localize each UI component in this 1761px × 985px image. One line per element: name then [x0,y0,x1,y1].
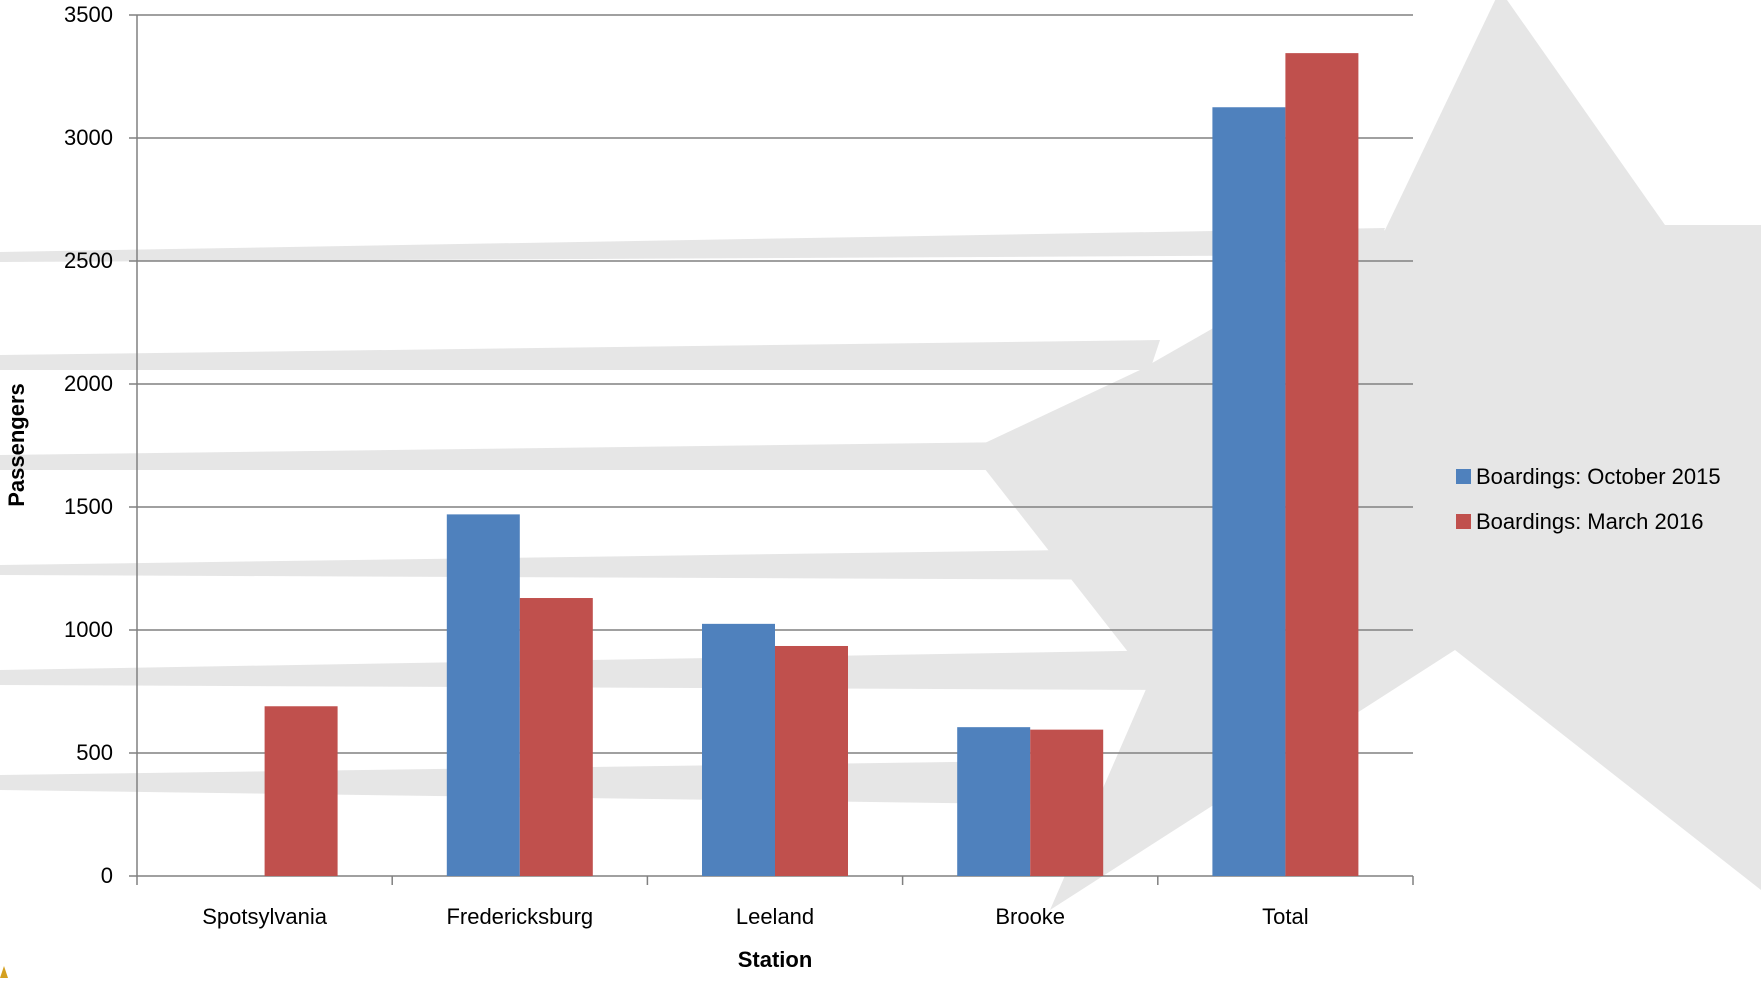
speed-streak [0,228,1385,262]
bar-march-2016-leeland [775,645,848,876]
x-tick-label: Leeland [736,904,814,929]
y-tick-label: 1000 [64,617,113,642]
speed-streak [0,548,1210,580]
y-tick-label: 2000 [64,371,113,396]
bar-march-2016-total [1285,53,1359,876]
y-tick-label: 0 [101,863,113,888]
bar-march-2016-spotsylvania [264,706,338,876]
legend-swatch [1456,514,1471,529]
y-tick-label: 500 [76,740,113,765]
y-tick-label: 3000 [64,125,113,150]
bar-october-2015-fredericksburg [446,514,520,876]
y-axis-title: Passengers [4,383,29,507]
x-tick-label: Spotsylvania [202,904,328,929]
bar-march-2016-fredericksburg [519,598,593,876]
y-tick-label: 2500 [64,248,113,273]
x-tick-label: Total [1262,904,1308,929]
bar-october-2015-leeland [702,623,775,876]
logo-corner-icon [0,966,8,978]
y-tick-label: 3500 [64,2,113,27]
x-tick-labels: Spotsylvania Fredericksburg Leeland Brooke T… [202,904,1308,929]
speed-streak [0,340,1160,370]
speed-streak [0,440,1170,470]
legend-swatch [1456,469,1471,484]
y-tick-labels: 0 500 1000 1500 2000 2500 3000 3500 [64,2,113,888]
bars [264,53,1359,876]
bar-october-2015-brooke [957,727,1031,876]
y-tick-label: 1500 [64,494,113,519]
gridlines [129,14,1413,877]
legend-label: Boardings: March 2016 [1476,509,1703,534]
bar-october-2015-total [1212,107,1286,876]
bar-march-2016-brooke [1030,729,1104,876]
legend: Boardings: October 2015 Boardings: March … [1456,464,1721,534]
legend-label: Boardings: October 2015 [1476,464,1721,489]
x-tick-label: Fredericksburg [446,904,593,929]
x-axis-title: Station [738,947,813,972]
star-watermark-icon [0,0,1761,910]
x-tick-label: Brooke [995,904,1065,929]
